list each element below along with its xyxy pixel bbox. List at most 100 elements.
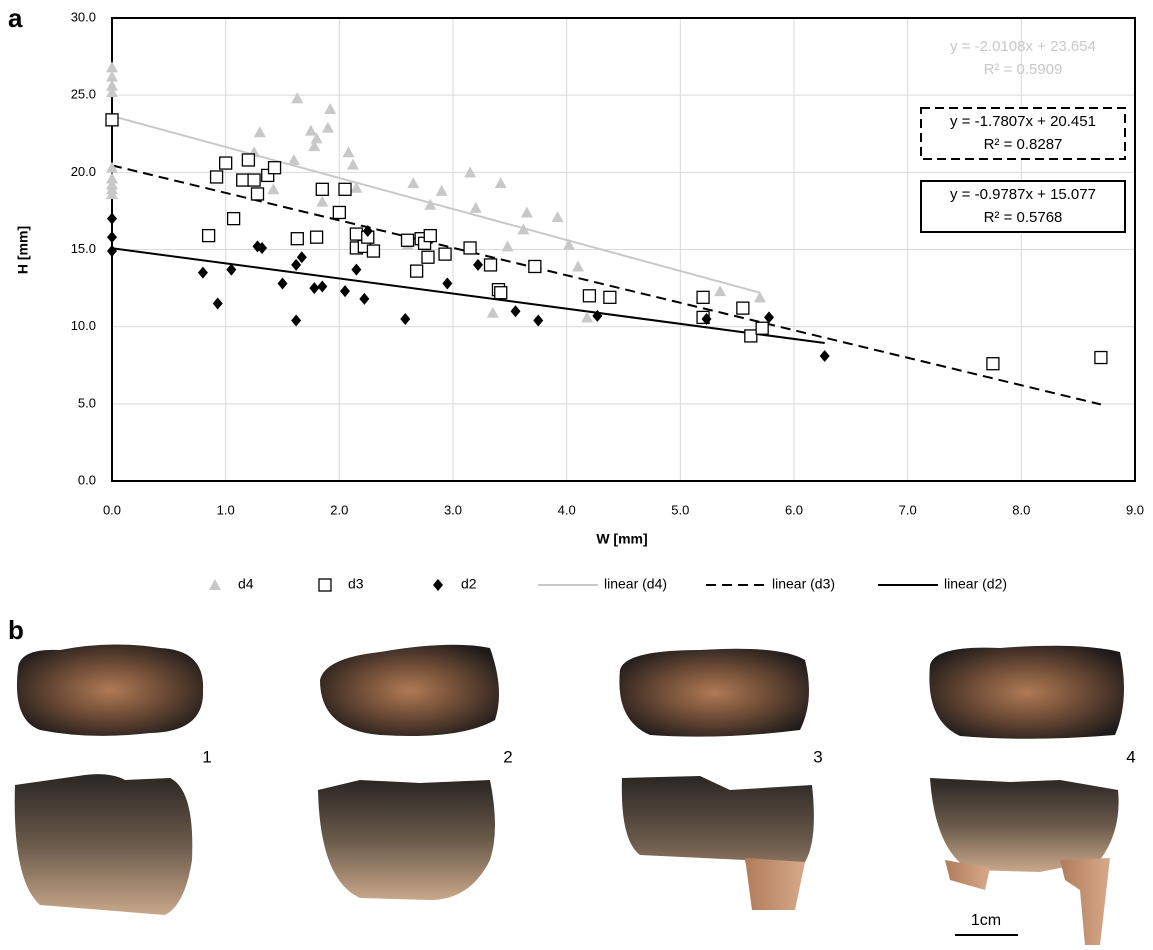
square-point bbox=[219, 156, 233, 170]
diamond-point bbox=[257, 241, 268, 254]
diamond-point bbox=[291, 258, 302, 271]
legend-label: d3 bbox=[348, 576, 364, 592]
square-point bbox=[209, 170, 224, 184]
square-point bbox=[421, 250, 435, 264]
diamond-point bbox=[226, 263, 237, 276]
triangle-point bbox=[494, 177, 507, 189]
square-point bbox=[236, 173, 250, 187]
y-tick-label: 25.0 bbox=[71, 87, 96, 102]
x-tick-label: 2.0 bbox=[330, 502, 348, 517]
square-point bbox=[736, 301, 750, 315]
square-point bbox=[494, 286, 508, 300]
photo-label: 2 bbox=[503, 747, 512, 766]
photo-label: 4 bbox=[1126, 747, 1135, 766]
square-point bbox=[241, 153, 256, 167]
diamond-point bbox=[340, 285, 351, 298]
legend-label: d4 bbox=[238, 576, 254, 592]
triangle-point bbox=[517, 223, 530, 235]
x-tick-label: 6.0 bbox=[785, 502, 803, 517]
square-point bbox=[438, 247, 452, 261]
diamond-point bbox=[362, 224, 373, 237]
legend-label: d2 bbox=[461, 576, 477, 592]
square-point bbox=[267, 161, 282, 175]
diamond-point bbox=[592, 309, 603, 322]
square-point bbox=[309, 230, 324, 244]
diamond-point bbox=[473, 258, 484, 271]
square-point bbox=[582, 289, 597, 303]
square-point bbox=[318, 578, 332, 592]
triangle-point bbox=[308, 140, 321, 152]
square-point bbox=[409, 264, 424, 278]
triangle-point bbox=[106, 86, 118, 98]
triangle-point bbox=[350, 181, 363, 193]
square-point bbox=[105, 113, 119, 127]
triangle-point bbox=[753, 291, 766, 303]
legend-label: linear (d4) bbox=[604, 576, 667, 592]
y-tick-label: 10.0 bbox=[71, 318, 96, 333]
diamond-point bbox=[442, 277, 453, 290]
triangle-point bbox=[324, 103, 337, 115]
triangle-point bbox=[267, 183, 280, 195]
x-tick-label: 7.0 bbox=[899, 502, 917, 517]
y-tick-label: 15.0 bbox=[71, 241, 96, 256]
triangle-point bbox=[304, 124, 317, 136]
diamond-point bbox=[296, 251, 307, 264]
diamond-point bbox=[317, 280, 328, 293]
diamond-point bbox=[533, 314, 544, 327]
square-point bbox=[463, 241, 477, 255]
square-point bbox=[755, 321, 769, 335]
diamond-point bbox=[107, 231, 117, 244]
diamond-point bbox=[763, 311, 774, 324]
panel-label: b bbox=[8, 615, 24, 645]
panel-label: a bbox=[8, 3, 23, 33]
diamond-point bbox=[197, 266, 208, 279]
diamond-point bbox=[351, 263, 362, 276]
triangle-point bbox=[106, 79, 118, 91]
diamond-point bbox=[433, 579, 443, 591]
triangle-point bbox=[469, 201, 482, 213]
triangle-point bbox=[209, 579, 221, 590]
triangle-point bbox=[291, 92, 304, 104]
diamond-point bbox=[277, 277, 288, 290]
diamond-point bbox=[291, 314, 302, 327]
triangle-point bbox=[287, 153, 300, 165]
diamond-point bbox=[107, 245, 117, 258]
triangle-point bbox=[310, 132, 323, 144]
triangle-point bbox=[551, 211, 564, 223]
diamond-point bbox=[309, 282, 320, 295]
triangle-point bbox=[562, 238, 575, 250]
square-point bbox=[1094, 350, 1108, 365]
triangle-point bbox=[106, 61, 118, 73]
square-point bbox=[338, 182, 352, 196]
triangle-point bbox=[253, 126, 266, 138]
square-point bbox=[290, 232, 304, 246]
triangle-point bbox=[106, 161, 118, 173]
square-point bbox=[744, 329, 758, 343]
triangle-point bbox=[435, 184, 448, 196]
triangle-point bbox=[316, 195, 329, 207]
tooth-photos bbox=[14, 644, 1124, 945]
square-point bbox=[315, 182, 329, 196]
x-tick-label: 3.0 bbox=[444, 502, 462, 517]
diamond-point bbox=[400, 312, 411, 325]
square-point bbox=[528, 259, 542, 274]
diamond-point bbox=[212, 297, 223, 310]
triangle-point bbox=[342, 146, 355, 158]
triangle-point bbox=[581, 311, 594, 323]
triangle-point bbox=[714, 285, 727, 297]
photo-label: 3 bbox=[813, 747, 822, 766]
scale-bar-label: 1cm bbox=[971, 912, 1001, 929]
triangle-point bbox=[486, 306, 499, 318]
y-tick-label: 30.0 bbox=[71, 9, 96, 24]
legend-label: linear (d2) bbox=[944, 576, 1007, 592]
square-point bbox=[366, 244, 381, 258]
equation-box bbox=[920, 107, 1126, 160]
triangle-point bbox=[424, 198, 437, 210]
square-point bbox=[483, 258, 498, 272]
square-point bbox=[696, 290, 710, 304]
triangle-point bbox=[106, 172, 118, 184]
equation-text: y = -1.7807x + 20.451 bbox=[950, 113, 1096, 130]
diamond-point bbox=[107, 212, 117, 225]
square-point bbox=[226, 211, 241, 226]
